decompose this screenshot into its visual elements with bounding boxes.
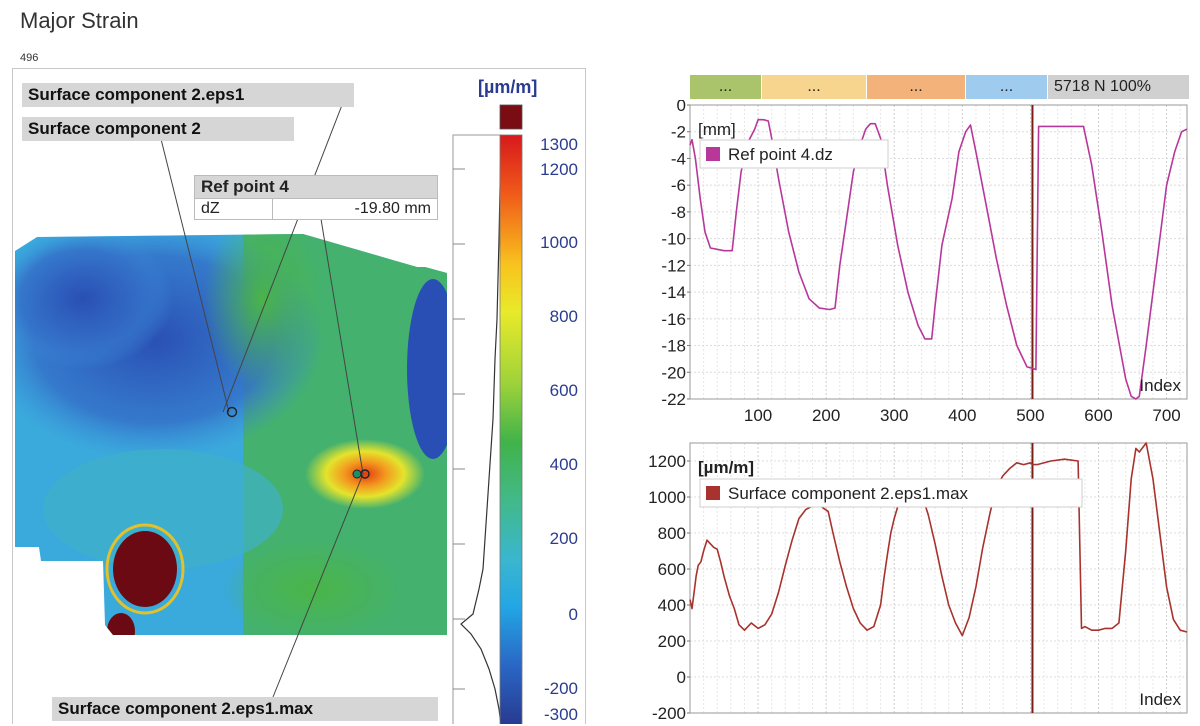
- scale-tick: 400: [549, 455, 578, 474]
- ref-point-info-box[interactable]: Ref point 4 dZ -19.80 mm: [194, 175, 438, 220]
- stage-bar[interactable]: ... ... ... ... 5718 N 100%: [690, 75, 1190, 99]
- window-title: Major Strain: [20, 8, 139, 33]
- stage-segment[interactable]: ...: [762, 75, 867, 99]
- ref-point-title: Ref point 4: [195, 176, 437, 198]
- scale-unit-label: [µm/m]: [478, 77, 538, 97]
- stage-segment-label: ...: [909, 78, 923, 95]
- plot-frame: [689, 442, 1188, 714]
- ref-point-field: dZ: [195, 199, 273, 219]
- scale-overflow-swatch: [499, 104, 523, 130]
- y-tick-label: 1000: [648, 488, 686, 507]
- scale-tick: 200: [549, 529, 578, 548]
- y-tick-label: 200: [658, 632, 686, 651]
- x-tick-label: 500: [1016, 406, 1044, 425]
- strain-viewport[interactable]: [12, 68, 586, 724]
- y-tick-label: 800: [658, 524, 686, 543]
- label-eps1[interactable]: Surface component 2.eps1: [22, 83, 354, 107]
- y-tick-label: 400: [658, 596, 686, 615]
- label-component[interactable]: Surface component 2: [22, 117, 294, 141]
- leader-line-eps1-max: [272, 473, 364, 698]
- scale-tick: -200: [543, 679, 578, 698]
- stage-segment-label: ...: [999, 78, 1014, 95]
- scale-tick: 1300: [540, 135, 578, 154]
- y-tick-label: -22: [661, 390, 686, 409]
- ref-point-row: dZ -19.80 mm: [195, 198, 437, 219]
- y-tick-label: 1200: [648, 452, 686, 471]
- legend-label: Ref point 4.dz: [728, 145, 833, 164]
- y-tick-label: -14: [661, 283, 686, 302]
- legend-label: Surface component 2.eps1.max: [728, 484, 969, 503]
- x-tick-label: 700: [1152, 406, 1180, 425]
- frame-number: 496: [20, 52, 39, 64]
- y-axis-unit-label: [mm]: [698, 120, 736, 139]
- scale-tick: 800: [549, 307, 578, 326]
- legend-box: [699, 139, 889, 169]
- ref-point-value: -19.80 mm: [354, 200, 431, 217]
- y-tick-label: -10: [661, 230, 686, 249]
- leader-line-ref-point: [320, 218, 364, 475]
- y-axis-unit-label: [µm/m]: [698, 458, 754, 477]
- x-tick-label: 100: [744, 406, 772, 425]
- x-axis-label: Index: [1139, 690, 1181, 709]
- y-tick-label: -2: [671, 123, 686, 142]
- scale-tick: 600: [549, 381, 578, 400]
- x-tick-label: 200: [812, 406, 840, 425]
- y-tick-label: -16: [661, 310, 686, 329]
- max-point-marker[interactable]: [360, 469, 370, 479]
- legend-swatch: [706, 486, 720, 500]
- scale-tick: 1000: [540, 233, 578, 252]
- label-eps1-max[interactable]: Surface component 2.eps1.max: [52, 697, 438, 721]
- y-tick-label: -12: [661, 256, 686, 275]
- component-point-marker[interactable]: [226, 406, 238, 418]
- y-tick-label: 0: [677, 668, 686, 687]
- y-tick-label: -4: [671, 149, 686, 168]
- ref-point-marker[interactable]: [352, 469, 362, 479]
- scale-tick: -300: [543, 705, 578, 724]
- x-tick-label: 400: [948, 406, 976, 425]
- y-tick-label: -200: [652, 704, 686, 723]
- stage-segment[interactable]: ...: [690, 75, 762, 99]
- y-tick-label: 600: [658, 560, 686, 579]
- strain-chart[interactable]: 1200 1000 800 600 400 200 0 -200 [µm/m] Surface c…: [640, 442, 1190, 724]
- y-tick-label: 0: [677, 100, 686, 115]
- color-scale-bar[interactable]: [499, 134, 523, 724]
- stage-segment[interactable]: ...: [867, 75, 966, 99]
- y-tick-label: -8: [671, 203, 686, 222]
- x-axis-label: Index: [1139, 376, 1181, 395]
- y-tick-label: -18: [661, 337, 686, 356]
- stage-segment[interactable]: ...: [966, 75, 1048, 99]
- stage-segment-label: ...: [807, 78, 821, 95]
- y-tick-label: -6: [671, 176, 686, 195]
- y-tick-label: -20: [661, 363, 686, 382]
- legend-swatch: [706, 147, 720, 161]
- scale-tick: 0: [568, 605, 578, 624]
- x-tick-label: 600: [1084, 406, 1112, 425]
- x-tick-label: 300: [880, 406, 908, 425]
- stage-load-readout: 5718 N 100%: [1048, 75, 1190, 99]
- leader-line-component: [160, 138, 230, 413]
- stage-segment-label: ...: [718, 78, 733, 95]
- strain-histogram: [452, 134, 502, 724]
- leader-line-eps1: [222, 86, 350, 413]
- strain-map-canvas[interactable]: [13, 69, 586, 724]
- dz-chart[interactable]: 0 -2 -4 -6 -8 -10 -12 -14 -16 -18 -20 -22 100 200 300 4…: [640, 100, 1190, 430]
- strain-part-surface[interactable]: [13, 209, 459, 649]
- plot-frame: [689, 104, 1188, 400]
- legend-box: [699, 478, 1083, 508]
- scale-tick: 1200: [540, 160, 578, 179]
